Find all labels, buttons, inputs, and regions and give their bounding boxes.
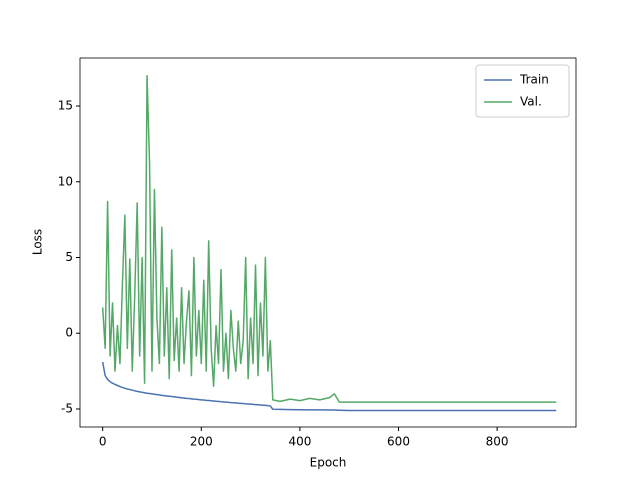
line-series	[101, 74, 557, 403]
y-tick-label: -5	[61, 401, 73, 415]
y-tick-label: 5	[65, 250, 73, 264]
x-tick-label: 200	[190, 435, 213, 449]
legend-label: Train	[519, 73, 549, 87]
line-series	[101, 361, 557, 412]
y-tick-label: 0	[65, 326, 73, 340]
x-tick-label: 400	[288, 435, 311, 449]
y-tick-label: 10	[58, 174, 73, 188]
y-tick-label: 15	[58, 99, 73, 113]
x-tick-label: 0	[99, 435, 107, 449]
legend-box	[475, 64, 570, 118]
x-tick-label: 600	[387, 435, 410, 449]
x-tick-label: 800	[486, 435, 509, 449]
x-axis-label: Epoch	[310, 456, 347, 470]
legend-label: Val.	[520, 95, 542, 109]
axes-frame	[79, 57, 577, 428]
y-axis-label: Loss	[31, 229, 45, 255]
